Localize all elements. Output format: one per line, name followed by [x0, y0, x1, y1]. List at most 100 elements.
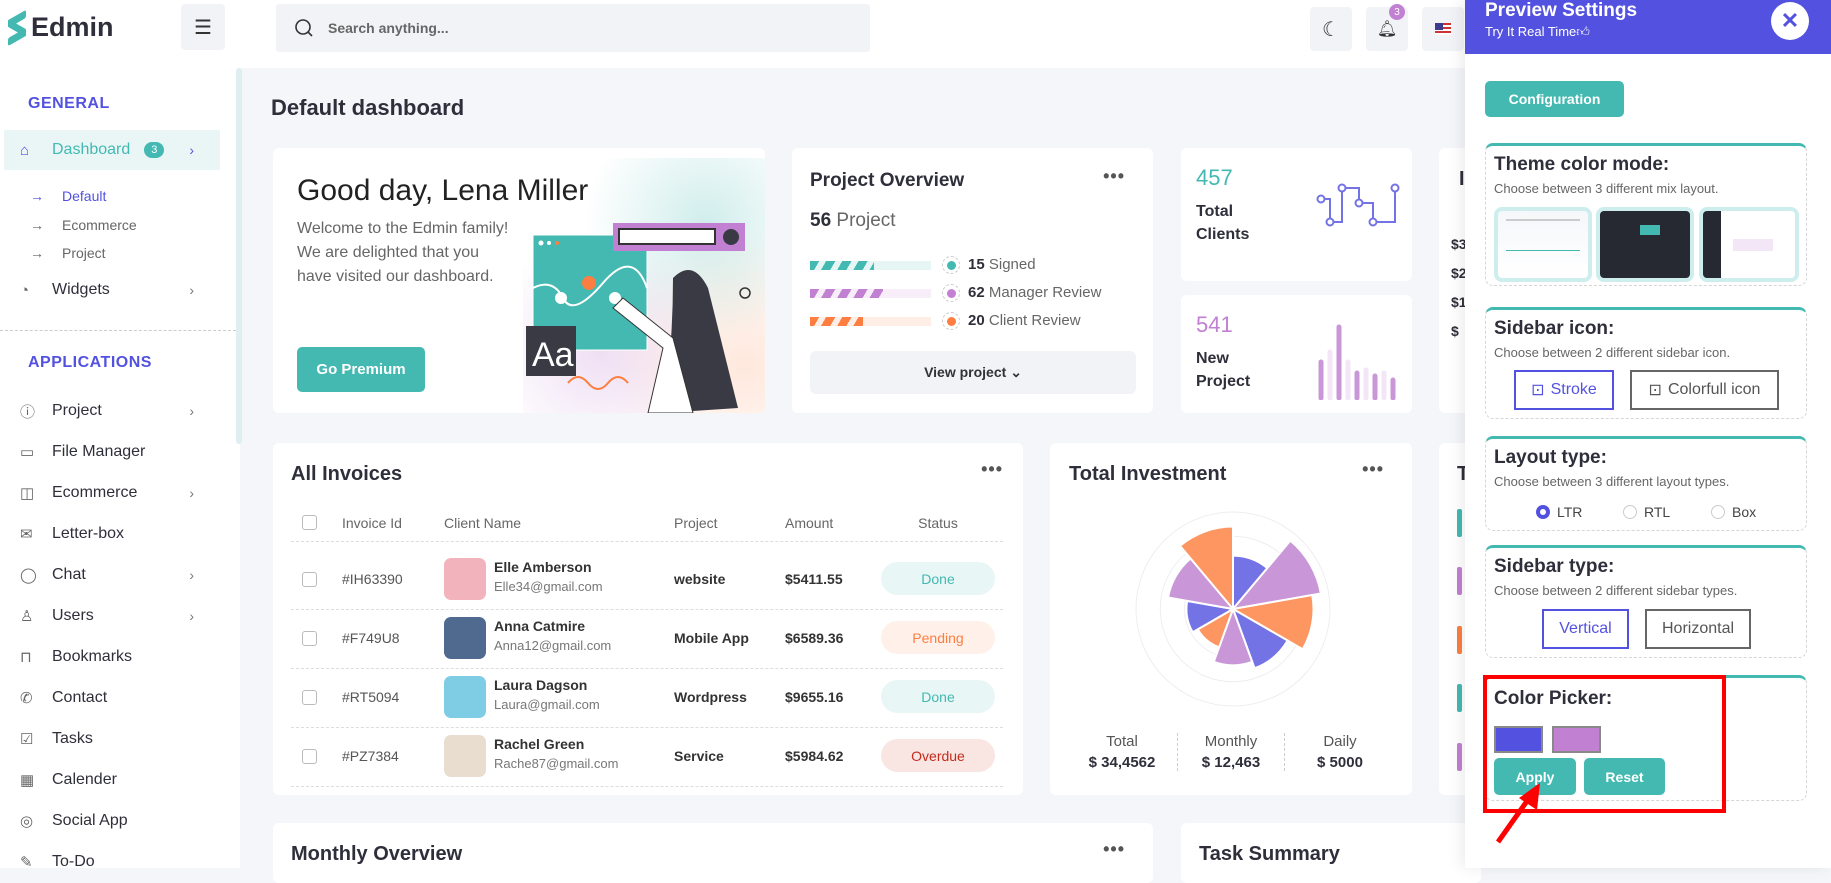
section-description: Choose between 2 different sidebar icon. [1494, 345, 1731, 360]
progress-fill [810, 317, 864, 326]
progress-track [810, 317, 931, 326]
theme-option-mix[interactable] [1699, 207, 1799, 282]
chart-slice[interactable] [1212, 606, 1254, 667]
sidebar-item-bookmarks[interactable]: ⊓ Bookmarks [20, 640, 220, 674]
sidebar-item-contact[interactable]: ✆ Contact [20, 681, 220, 715]
hamburger-icon: ☰ [194, 16, 212, 39]
table-row[interactable]: #PZ7384 Rachel Green Rache87@gmail.com S… [273, 727, 1023, 786]
reset-button[interactable]: Reset [1584, 758, 1665, 795]
svg-text:Aa: Aa [532, 336, 574, 374]
more-options-icon[interactable]: ••• [1362, 459, 1384, 479]
sidebar-item-tasks[interactable]: ☑ Tasks [20, 722, 220, 756]
greeting: Good day, Lena Miller [297, 174, 589, 207]
chart-slice[interactable] [1230, 593, 1315, 651]
client-name: Anna Catmire [494, 618, 586, 634]
chart-slice[interactable] [1230, 539, 1323, 611]
status-badge: Overdue [881, 739, 995, 772]
sidebar-item-letter-box[interactable]: ✉ Letter-box [20, 517, 220, 551]
chart-slice[interactable] [1231, 606, 1289, 670]
progress-fill [810, 261, 875, 270]
sidebar-item-project[interactable]: ⓘ Project › [20, 394, 220, 428]
go-premium-button[interactable]: Go Premium [297, 347, 425, 392]
status-badge: Pending [881, 621, 995, 654]
mail-icon: ✉ [20, 526, 33, 543]
column-header: Status [918, 515, 958, 531]
layout-rtl-radio[interactable]: RTL [1623, 504, 1670, 520]
chart-slice[interactable] [1178, 525, 1234, 612]
task-summary-card: Task Summary [1181, 823, 1481, 883]
more-options-icon[interactable]: ••• [1103, 839, 1125, 859]
search-bar[interactable] [276, 4, 870, 52]
table-row[interactable]: #RT5094 Laura Dagson Laura@gmail.com Wor… [273, 668, 1023, 727]
submenu-item-project[interactable]: → Project [30, 245, 106, 261]
sidebar-item-calender[interactable]: ▦ Calender [20, 763, 220, 797]
sidebar-item-widgets[interactable]: ◔ Widgets › [20, 273, 220, 307]
colorfull-icon-option[interactable]: ⊡ Colorfull icon [1630, 370, 1779, 410]
layout-ltr-radio[interactable]: LTR [1536, 504, 1582, 520]
theme-option-dark[interactable] [1596, 207, 1694, 282]
secondary-color-swatch[interactable] [1552, 726, 1601, 753]
vertical-sidebar-option[interactable]: Vertical [1542, 609, 1629, 649]
invoice-id: #PZ7384 [342, 748, 399, 764]
all-invoices-card: All Invoices ••• Invoice Id Client Name … [273, 443, 1023, 795]
submenu-item-ecommerce[interactable]: → Ecommerce [30, 217, 137, 233]
sidebar-item-users[interactable]: ♙ Users › [20, 599, 220, 633]
dark-mode-button[interactable]: ☾ [1310, 7, 1352, 51]
more-options-icon[interactable]: ••• [1103, 166, 1125, 186]
sidebar-item-label: Letter-box [52, 525, 125, 542]
card-title: Task Summary [1199, 843, 1340, 865]
theme-color-section: Theme color mode: Choose between 3 diffe… [1485, 143, 1807, 286]
row-checkbox[interactable] [302, 690, 317, 705]
welcome-card: Good day, Lena Miller Welcome to the Edm… [273, 148, 765, 413]
project-name: Mobile App [674, 630, 749, 646]
submenu-item-default[interactable]: → Default [30, 188, 106, 204]
more-options-icon[interactable]: ••• [981, 459, 1003, 479]
theme-option-light[interactable] [1494, 207, 1592, 282]
table-row[interactable]: #IH63390 Elle Amberson Elle34@gmail.com … [273, 550, 1023, 609]
close-panel-button[interactable]: ✕ [1771, 2, 1809, 40]
sidebar-item-label: Chat [52, 566, 86, 583]
table-row[interactable]: #F749U8 Anna Catmire Anna12@gmail.com Mo… [273, 609, 1023, 668]
horizontal-sidebar-option[interactable]: Horizontal [1645, 609, 1751, 649]
project-name: Service [674, 748, 724, 764]
sidebar-item-chat[interactable]: ◯ Chat › [20, 558, 220, 592]
chevron-right-icon: › [189, 485, 194, 501]
sidebar-item-ecommerce[interactable]: ◫ Ecommerce › [20, 476, 220, 510]
sidebar-item-dashboard[interactable]: ⌂ Dashboard 3 › [20, 133, 220, 167]
annotation-arrow-icon [1495, 783, 1540, 844]
configuration-button[interactable]: Configuration [1485, 81, 1624, 117]
arrow-right-icon: → [30, 245, 44, 261]
invoice-id: #F749U8 [342, 630, 400, 646]
sidebar-item-file-manager[interactable]: ▭ File Manager [20, 435, 220, 469]
sidebar-item-label: Calender [52, 771, 117, 788]
view-project-button[interactable]: View project ⌄ [810, 351, 1136, 394]
language-button[interactable] [1422, 7, 1464, 51]
sidebar-scrollbar[interactable] [236, 68, 242, 444]
user-icon: ♙ [20, 608, 34, 625]
submenu-label: Ecommerce [62, 217, 137, 233]
section-title-applications: APPLICATIONS [28, 354, 152, 371]
page-title: Default dashboard [271, 95, 465, 120]
legend-dot-icon [942, 312, 960, 330]
logo[interactable]: Edmin [6, 9, 114, 46]
stroke-icon-option[interactable]: ⊡ Stroke [1514, 370, 1614, 410]
row-checkbox[interactable] [302, 631, 317, 646]
sidebar-item-social-app[interactable]: ◎ Social App [20, 804, 220, 838]
sidebar-item-to-do[interactable]: ✎ To-Do [20, 845, 220, 879]
chart-icon: ⊡ [1648, 382, 1662, 399]
avatar [444, 735, 486, 777]
highlight-box [1483, 675, 1726, 813]
summary-daily: Daily $ 5000 [1317, 733, 1363, 771]
search-input[interactable] [328, 20, 728, 36]
row-checkbox[interactable] [302, 572, 317, 587]
menu-toggle-button[interactable]: ☰ [181, 4, 225, 50]
row-checkbox[interactable] [302, 749, 317, 764]
divider [291, 786, 1003, 787]
panel-subtitle: Try It Real Time👍︎ [1485, 24, 1590, 39]
client-email: Elle34@gmail.com [494, 579, 603, 594]
select-all-checkbox[interactable] [302, 515, 317, 530]
divider [291, 609, 1003, 610]
layout-box-radio[interactable]: Box [1711, 504, 1756, 520]
column-header: Project [674, 515, 718, 531]
primary-color-swatch[interactable] [1494, 726, 1543, 753]
